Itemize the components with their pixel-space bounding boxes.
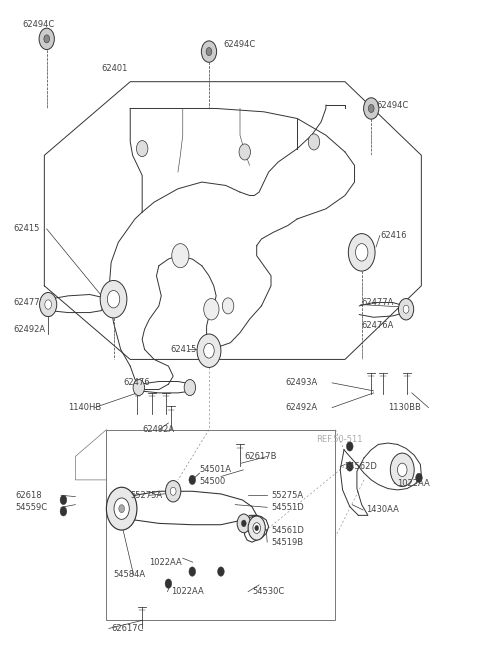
Text: 62477A: 62477A [362,298,394,307]
Text: 54519B: 54519B [271,538,303,546]
Circle shape [347,442,353,451]
Text: 62476A: 62476A [362,321,394,331]
Circle shape [172,244,189,267]
Text: 62476: 62476 [123,378,150,387]
Circle shape [184,380,196,396]
Text: 54584A: 54584A [114,571,145,579]
Text: 55275A: 55275A [130,491,162,500]
Text: 54500: 54500 [199,477,226,487]
Circle shape [241,520,246,527]
Text: 1022AA: 1022AA [171,587,204,596]
Text: 62415: 62415 [171,345,197,354]
Circle shape [136,140,148,157]
Text: 62494C: 62494C [376,101,408,110]
Text: 62416: 62416 [381,231,408,240]
Circle shape [416,473,422,482]
Circle shape [348,234,375,271]
Text: 1022AA: 1022AA [149,558,182,566]
Text: 62492A: 62492A [285,403,317,412]
Circle shape [119,505,124,513]
Text: 54551D: 54551D [271,503,304,512]
Text: 62477: 62477 [13,298,40,307]
Text: 62415: 62415 [13,224,40,233]
Circle shape [60,507,67,516]
Text: 1140HB: 1140HB [68,403,101,412]
Circle shape [189,567,196,577]
Text: 62494C: 62494C [223,40,255,49]
Circle shape [222,298,234,314]
Circle shape [204,343,214,358]
Circle shape [166,480,181,502]
Text: 62401: 62401 [102,64,128,73]
Circle shape [347,462,353,471]
Circle shape [364,97,379,119]
Text: 54501A: 54501A [199,465,231,474]
Text: 55275A: 55275A [271,491,303,500]
Circle shape [107,487,137,530]
Text: 54559C: 54559C [16,503,48,512]
Circle shape [114,498,129,519]
Circle shape [45,300,51,309]
Circle shape [39,292,57,317]
Text: 62492A: 62492A [142,425,174,434]
Circle shape [44,35,49,43]
Text: 54561D: 54561D [271,526,304,534]
Circle shape [170,487,176,495]
Circle shape [397,463,407,476]
Circle shape [253,523,261,534]
Circle shape [308,134,320,150]
Circle shape [60,495,67,505]
Text: 1130BB: 1130BB [388,403,421,412]
Text: 62618: 62618 [16,491,42,500]
Text: REF.50-511: REF.50-511 [316,435,363,444]
Circle shape [189,475,196,485]
Text: 54530C: 54530C [252,587,284,596]
Circle shape [403,305,409,313]
Bar [107,429,336,620]
Text: 62617C: 62617C [111,624,144,633]
Circle shape [248,516,265,540]
Text: 54562D: 54562D [344,462,377,471]
Circle shape [368,104,374,112]
Circle shape [204,298,219,320]
Circle shape [39,28,54,50]
Text: 62492A: 62492A [13,325,46,334]
Circle shape [398,298,414,320]
Circle shape [356,244,368,261]
Circle shape [239,144,251,160]
Circle shape [201,41,216,62]
Text: 1430AA: 1430AA [366,505,399,515]
Text: 1022AA: 1022AA [397,478,430,488]
Text: 62493A: 62493A [285,378,318,387]
Circle shape [217,567,224,577]
Circle shape [133,380,144,396]
Circle shape [237,514,251,533]
Circle shape [206,48,212,56]
Circle shape [165,579,172,588]
Circle shape [197,334,221,368]
Circle shape [390,453,414,487]
Circle shape [255,526,259,531]
Text: 62494C: 62494C [23,20,55,30]
Text: 62617B: 62617B [245,452,277,461]
Circle shape [100,280,127,318]
Circle shape [108,290,120,308]
